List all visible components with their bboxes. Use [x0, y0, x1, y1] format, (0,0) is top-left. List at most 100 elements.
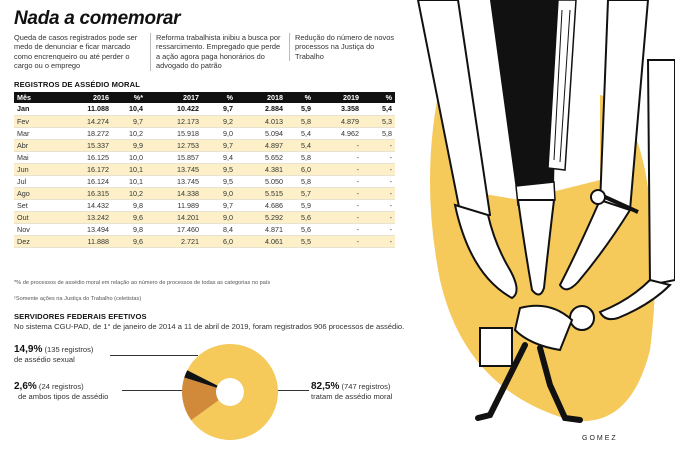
walking-man: [475, 304, 595, 423]
table-cell: -: [362, 187, 395, 200]
table-cell: 16.124: [58, 175, 112, 188]
table-row: Mai 16.125 10,0 15.857 9,4 5.652 5,8- -: [14, 151, 395, 164]
man-head: [569, 305, 595, 331]
table-cell: 9,7: [202, 139, 236, 152]
table-cell: 15.857: [146, 151, 202, 164]
table-cell: 9,8: [112, 199, 146, 212]
stat-count: (24 registros): [38, 382, 84, 391]
donut-chart: [182, 344, 278, 440]
table-cell: Jan: [14, 103, 58, 116]
col-header: %: [202, 92, 236, 103]
intro-text-2: Reforma trabalhista inibiu a busca por r…: [150, 33, 282, 71]
col-header: 2016: [58, 92, 112, 103]
table-cell: 5,5: [286, 235, 314, 248]
table-cell: Mar: [14, 127, 58, 140]
table-cell: -: [314, 199, 362, 212]
table-cell: 13.494: [58, 223, 112, 236]
table-cell: 13.745: [146, 175, 202, 188]
briefcase-icon: [479, 327, 513, 367]
stat-label: de assédio sexual: [14, 355, 75, 364]
stat-pct: 2,6%: [14, 381, 37, 392]
source-note: ¹Somente ações na Justiça do Trabalho (c…: [14, 296, 142, 302]
table-cell: -: [362, 175, 395, 188]
table-cell: Dez: [14, 235, 58, 248]
table-cell: 5.050: [236, 175, 286, 188]
stat-label: tratam de assédio moral: [311, 392, 393, 401]
table-row: Jul 16.124 10,1 13.745 9,5 5.050 5,8- -: [14, 175, 395, 188]
table-cell: 10,2: [112, 127, 146, 140]
watch-icon: [590, 189, 606, 205]
table-cell: Ago: [14, 187, 58, 200]
table-cell: 9,4: [202, 151, 236, 164]
table-cell: 10,1: [112, 163, 146, 176]
leader-line: [265, 390, 309, 391]
table-cell: 4.879: [314, 115, 362, 128]
table-cell: Mai: [14, 151, 58, 164]
table-cell: -: [314, 223, 362, 236]
table-cell: 9,8: [112, 223, 146, 236]
table-cell: 4.871: [236, 223, 286, 236]
table-heading: REGISTROS DE ASSÉDIO MORAL: [14, 80, 140, 89]
table-cell: 9,9: [112, 139, 146, 152]
table-row: Abr 15.337 9,9 12.753 9,7 4.897 5,4- -: [14, 139, 395, 152]
table-row: Fev 14.274 9,7 12.173 9,2 4.013 5,8 4.879 5,3: [14, 115, 395, 128]
table-cell: 12.173: [146, 115, 202, 128]
intro-text-1: Queda de casos registrados pode ser medo…: [14, 33, 138, 71]
servidores-heading: SERVIDORES FEDERAIS EFETIVOS: [14, 312, 147, 321]
table-cell: 9,6: [112, 235, 146, 248]
table-cell: 5,3: [362, 115, 395, 128]
table-cell: -: [314, 211, 362, 224]
table-row: Nov 13.494 9,8 17.460 8,4 4.871 5,6- -: [14, 223, 395, 236]
table-row: Set 14.432 9,8 11.989 9,7 4.686 5,9- -: [14, 199, 395, 212]
stat-ambos: 2,6% (24 registros) de ambos tipos de as…: [14, 382, 108, 402]
table-cell: 4.897: [236, 139, 286, 152]
col-header: 2019: [314, 92, 362, 103]
table-cell: 4.686: [236, 199, 286, 212]
striped-sleeve-arm: [547, 0, 577, 171]
table-cell: 13.745: [146, 163, 202, 176]
table-cell: 5,9: [286, 199, 314, 212]
table-cell: Jul: [14, 175, 58, 188]
table-cell: -: [362, 199, 395, 212]
table-cell: 5.094: [236, 127, 286, 140]
slice-assedio-sexual: [182, 377, 230, 421]
table-cell: 5.652: [236, 151, 286, 164]
table-cell: 4.962: [314, 127, 362, 140]
table-cell: -: [314, 139, 362, 152]
table-cell: 9,2: [202, 115, 236, 128]
table-cell: 10,2: [112, 187, 146, 200]
leader-line: [110, 355, 198, 356]
table-cell: -: [314, 175, 362, 188]
table-cell: 16.315: [58, 187, 112, 200]
table-cell: Nov: [14, 223, 58, 236]
table-cell: -: [362, 223, 395, 236]
table-cell: 2.721: [146, 235, 202, 248]
table-cell: 5,4: [286, 127, 314, 140]
table-row: Ago 16.315 10,2 14.338 9,0 5.515 5,7- -: [14, 187, 395, 200]
right-arm: [558, 0, 650, 291]
stat-count: (135 registros): [44, 345, 94, 354]
table-footnote: *% de processos de assédio moral em rela…: [14, 280, 271, 286]
leader-line: [122, 390, 192, 391]
table-cell: 5,8: [286, 151, 314, 164]
registros-table: Mês 2016 %* 2017 % 2018 % 2019 % Jan 11.0…: [14, 92, 395, 248]
table-cell: 6,0: [286, 163, 314, 176]
table-cell: 5.515: [236, 187, 286, 200]
table-cell: 16.172: [58, 163, 112, 176]
stat-pct: 82,5%: [311, 381, 340, 392]
table-cell: 14.432: [58, 199, 112, 212]
table-cell: 6,0: [202, 235, 236, 248]
table-cell: 3.358: [314, 103, 362, 116]
col-header: %*: [112, 92, 146, 103]
stat-pct: 14,9%: [14, 344, 43, 355]
donut-hole: [216, 378, 244, 406]
table-cell: 10.422: [146, 103, 202, 116]
table-cell: -: [362, 163, 395, 176]
table-cell: 11.989: [146, 199, 202, 212]
table-cell: 9,6: [112, 211, 146, 224]
table-cell: 5,6: [286, 211, 314, 224]
table-cell: Out: [14, 211, 58, 224]
far-right-arm: [598, 59, 675, 321]
col-header: %: [362, 92, 395, 103]
table-cell: -: [314, 235, 362, 248]
